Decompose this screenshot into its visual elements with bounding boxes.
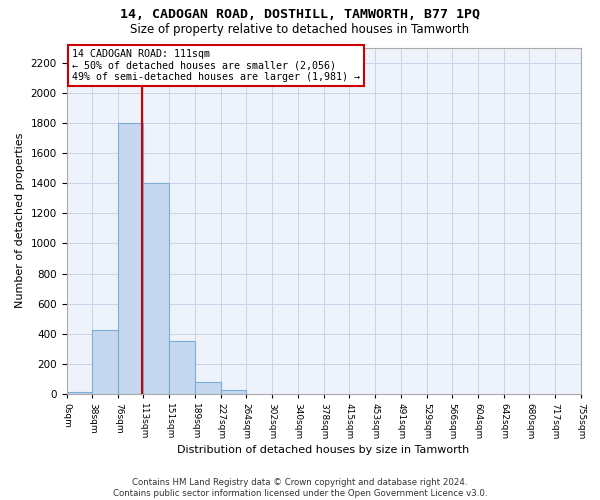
Y-axis label: Number of detached properties: Number of detached properties	[15, 133, 25, 308]
Bar	[92, 330, 118, 394]
Bar	[169, 342, 195, 394]
Bar	[67, 392, 92, 394]
Bar	[143, 183, 169, 394]
X-axis label: Distribution of detached houses by size in Tamworth: Distribution of detached houses by size …	[178, 445, 470, 455]
Text: 14 CADOGAN ROAD: 111sqm
← 50% of detached houses are smaller (2,056)
49% of semi: 14 CADOGAN ROAD: 111sqm ← 50% of detache…	[71, 49, 359, 82]
Bar	[118, 123, 143, 394]
Text: Contains HM Land Registry data © Crown copyright and database right 2024.
Contai: Contains HM Land Registry data © Crown c…	[113, 478, 487, 498]
Text: Size of property relative to detached houses in Tamworth: Size of property relative to detached ho…	[130, 22, 470, 36]
Bar	[195, 382, 221, 394]
Bar	[221, 390, 246, 394]
Text: 14, CADOGAN ROAD, DOSTHILL, TAMWORTH, B77 1PQ: 14, CADOGAN ROAD, DOSTHILL, TAMWORTH, B7…	[120, 8, 480, 20]
